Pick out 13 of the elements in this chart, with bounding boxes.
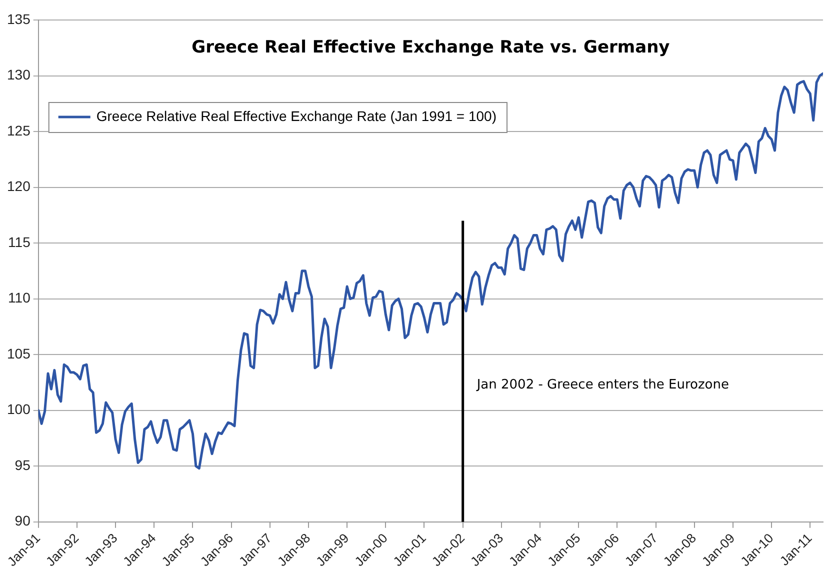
y-tick-label: 115 (8, 234, 31, 250)
y-tick-label: 100 (7, 401, 31, 418)
y-tick-label: 120 (7, 178, 31, 194)
y-tick-label: 110 (8, 290, 31, 306)
y-tick-label: 90 (14, 512, 31, 529)
y-tick-label: 130 (7, 66, 31, 83)
y-tick-label: 125 (7, 122, 31, 138)
text: Greece Real Effective Exchange Rate vs. Germany (192, 37, 670, 58)
y-tick-label: 105 (7, 345, 31, 362)
y-tick-label: 135 (7, 10, 31, 27)
legend-label: Greece Relative Real Effective Exchange Rate (Jan 1991 = 100) (96, 108, 497, 124)
y-tick-label: 95 (14, 456, 31, 473)
ref-line-label: Jan 2002 - Greece enters the Eurozone (476, 378, 729, 393)
